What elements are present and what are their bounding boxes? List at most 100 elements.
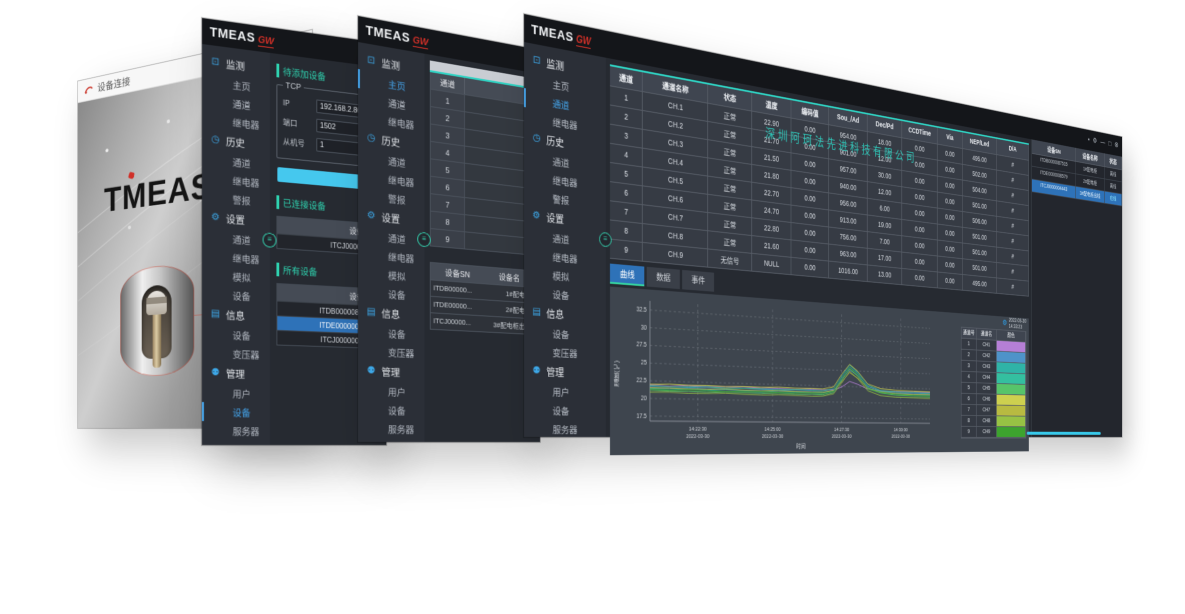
chart-time: 14:33:23 [1009,324,1022,330]
sidebar-group[interactable]: ▤ 信息 [202,303,270,327]
window-home: TMEAS GW ⊡ 监测 主页 通道 继电器 ◷ 历史 [358,16,540,442]
sidebar-group-label: 设置 [546,210,564,227]
table-cell: 9 [610,240,643,262]
legend-channel-number: 9 [962,427,977,438]
sidebar: ⊡ 监测 主页 通道 继电器 ◷ 历史 通道 继电器 警报 ⚙ 设置 [524,42,606,437]
table-cell: 0.00 [791,258,829,279]
sidebar-group-icon: ⊡ [366,54,377,67]
sidebar-group-label: 历史 [546,132,564,149]
sidebar-group-label: 监测 [546,55,564,73]
legend-channel-number: 7 [962,405,977,416]
legend-channel-number: 6 [962,394,977,405]
sidebar-group-label: 设置 [226,211,245,227]
sidebar-item[interactable]: 变压器 [202,343,270,364]
sidebar-item[interactable]: 设备 [524,400,606,420]
sidebar-group-label: 信息 [546,305,564,321]
field-label: IP [283,98,313,110]
legend-channel-name: CH6 [977,394,997,405]
svg-text:14:30:00: 14:30:00 [894,428,908,433]
channel-number-cell: 8 [431,212,465,232]
horizontal-scrollbar[interactable] [1027,432,1101,435]
table-cell: 0.00 [902,269,937,289]
table-cell: 1016.00 [829,262,868,283]
sidebar: ⊡ 监测 主页 通道 继电器 ◷ 历史 通道 继电器 警报 ⚙ 设置 [358,42,424,442]
chart-tab[interactable]: 曲线 [610,264,644,287]
brand-name: TMEAS [366,22,410,45]
svg-text:25: 25 [641,360,647,367]
temperature-chart: 32.53027.52522.52017.514:22:302022-03-30… [622,291,947,455]
sidebar-item[interactable]: 用户 [524,381,606,401]
svg-text:14:25:00: 14:25:00 [764,427,780,433]
table-cell: # [997,278,1029,296]
probe-stem [153,314,162,367]
device-status-cell: 在线 [1104,191,1122,206]
close-icon[interactable]: ⊗ [1115,142,1119,150]
sidebar-item[interactable]: 设备 [358,400,424,420]
svg-text:2022-03-30: 2022-03-30 [762,434,783,440]
brand-name: TMEAS [210,24,255,45]
table-cell: 无信号 [708,249,752,271]
sidebar-group-label: 管理 [382,364,400,379]
sidebar-group-label: 监测 [382,55,400,73]
sidebar-group-icon: ▤ [531,306,542,318]
sidebar-collapse-icon[interactable]: ≡ [417,232,430,248]
legend-channel-number: 4 [962,372,977,384]
sidebar-group-icon: ▤ [366,306,377,318]
sidebar-group[interactable]: ⚉ 管理 [358,360,424,383]
svg-text:32.5: 32.5 [637,306,648,314]
legend-color-swatch [997,395,1026,406]
minimize-icon[interactable]: — [1101,139,1106,147]
legend-channel-name: CH5 [977,383,997,394]
brand-suffix: GW [413,35,428,49]
home-panel: 通道 1 2 3 [424,54,540,442]
svg-text:20: 20 [641,395,647,402]
pin-icon[interactable]: ▪ [1088,136,1090,144]
sidebar-group-label: 设置 [382,209,400,226]
brand-mark-icon [84,83,93,95]
sidebar-item[interactable]: 服务器 [358,419,424,438]
sidebar-item[interactable]: 设备 [202,402,270,422]
sidebar-item[interactable]: 用户 [202,383,270,403]
legend-color-swatch [997,416,1026,427]
sidebar-group-label: 历史 [382,132,400,149]
maximize-icon[interactable]: □ [1108,141,1111,149]
device-name-table: 设备SN 设备名 ITDB00000... 1#配电柜 ITDE00000... … [430,262,535,335]
legend-row: 8 CH8 [962,416,1026,427]
sidebar-group-label: 监测 [226,56,245,73]
legend-col-num: 通道号 [962,328,977,340]
sidebar-group[interactable]: ⚉ 管理 [524,360,606,383]
sidebar-item[interactable]: 变压器 [358,341,424,362]
sidebar-group-icon: ⊡ [531,54,542,67]
legend-channel-name: CH7 [977,405,997,416]
field-label: 端口 [283,116,313,130]
legend-row: 7 CH7 [962,405,1026,417]
sidebar-group-icon: ◷ [366,132,377,144]
tcp-group-label: TCP [283,80,304,92]
chart-tab[interactable]: 数据 [647,267,680,289]
svg-text:2022-03-30: 2022-03-30 [686,434,709,440]
channel-number-cell: 9 [431,229,465,249]
legend-channel-number: 5 [962,383,977,394]
chart-settings-icon[interactable]: ⚙ [1002,319,1007,329]
sidebar-group-icon: ⚙ [366,210,377,222]
sidebar-item[interactable]: 服务器 [202,421,270,440]
settings-icon[interactable]: ⚙ [1093,137,1097,145]
y-axis-label: 温度(℃) [613,360,621,386]
legend-channel-number: 3 [962,361,977,373]
window-channel-monitor: TMEAS GW ▪ ⚙ — □ ⊗ ⊡ 监测 主页 通道 继电器 ◷ [524,14,1122,437]
showcase-stage: 设备连接 TMEAS [0,0,1185,614]
svg-text:14:22:30: 14:22:30 [689,427,707,433]
sidebar-group-label: 信息 [226,307,245,323]
sidebar-group-icon: ⚙ [210,212,221,224]
sidebar-group-label: 管理 [546,364,564,379]
sidebar-item[interactable]: 服务器 [524,419,606,438]
sidebar-group[interactable]: ⚉ 管理 [202,362,270,384]
sidebar-item[interactable]: 用户 [358,381,424,401]
sidebar-group-label: 管理 [226,366,245,381]
device-sn-cell: ITCJ00000... [431,313,487,331]
svg-text:30: 30 [641,324,647,331]
chart-tab[interactable]: 事件 [682,270,714,292]
table-cell: 13.00 [868,265,903,285]
sidebar-item[interactable]: 设备 [202,324,270,345]
app-logo: TMEAS GW [210,24,274,48]
